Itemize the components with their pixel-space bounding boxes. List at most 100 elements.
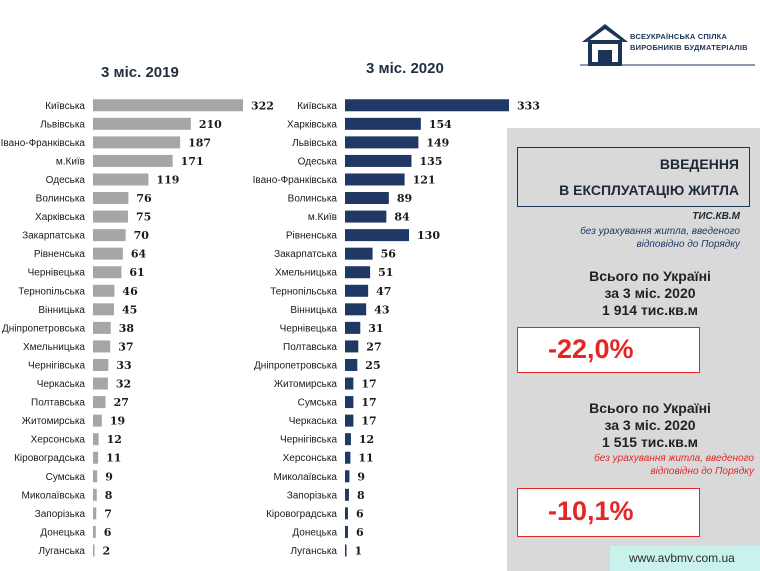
category-label-2019: Миколаївська — [22, 490, 86, 501]
category-label-2019: Тернопільська — [18, 286, 85, 297]
value-label-2020: 47 — [376, 285, 391, 298]
value-label-2020: 17 — [361, 415, 376, 428]
note-1-line1: без урахування житла, введеного — [580, 226, 740, 237]
bar-2020 — [345, 470, 350, 483]
bar-2020 — [345, 507, 348, 520]
bar-2019 — [93, 544, 95, 557]
bar-2019 — [93, 99, 243, 112]
category-label-2020: Київська — [297, 101, 337, 112]
bar-2019 — [93, 192, 129, 205]
bar-2019 — [93, 266, 122, 279]
category-label-2020: Хмельницька — [275, 268, 337, 279]
website-link[interactable]: www.avbmv.com.ua — [610, 546, 760, 571]
bar-2019 — [93, 154, 173, 167]
category-label-2020: Одеська — [298, 156, 338, 167]
category-label-2020: Волинська — [288, 194, 338, 205]
value-label-2019: 2 — [103, 544, 111, 557]
category-label-2020: м.Київ — [308, 212, 337, 223]
bar-2020 — [345, 99, 509, 112]
total-2-line2: за 3 міс. 2020 — [604, 417, 696, 433]
value-label-2019: 27 — [114, 396, 129, 409]
bar-2020 — [345, 377, 354, 390]
total-2-line1: Всього по Україні — [589, 400, 711, 416]
value-label-2019: 322 — [251, 99, 274, 112]
bar-2020 — [345, 154, 412, 167]
title-box: ВВЕДЕННЯ В ЕКСПЛУАТАЦІЮ ЖИТЛА — [517, 147, 750, 207]
value-label-2019: 70 — [134, 229, 150, 242]
category-label-2019: Закарпатська — [22, 231, 85, 242]
bar-2020 — [345, 210, 387, 223]
change-value-1: -22,0% — [548, 334, 634, 364]
category-label-2020: Донецька — [292, 527, 337, 538]
bar-2020 — [345, 433, 351, 446]
category-label-2020: Миколаївська — [274, 472, 338, 483]
bar-2019 — [93, 210, 128, 223]
value-label-2019: 61 — [129, 266, 144, 279]
bar-2019 — [93, 396, 106, 409]
value-label-2019: 33 — [116, 359, 131, 372]
change-box-2: -10,1% — [517, 488, 700, 537]
category-label-2019: Дніпропетровська — [2, 323, 85, 334]
bar-2020 — [345, 136, 419, 149]
value-label-2019: 9 — [105, 470, 113, 483]
bar-2019 — [93, 488, 97, 501]
bar-2019 — [93, 117, 191, 130]
value-label-2020: 17 — [361, 378, 376, 391]
category-label-2020: Вінницька — [290, 305, 337, 316]
category-label-2019: Львівська — [40, 119, 85, 130]
value-label-2020: 333 — [517, 99, 540, 112]
category-label-2019: Хмельницька — [23, 342, 85, 353]
value-label-2020: 84 — [394, 211, 410, 224]
note-1-line2: відповідно до Порядку — [636, 239, 740, 250]
value-label-2019: 19 — [110, 415, 125, 428]
bar-2020 — [345, 340, 359, 353]
value-label-2019: 210 — [199, 118, 222, 131]
category-label-2020: Кіровоградська — [266, 509, 337, 520]
value-label-2019: 187 — [188, 136, 211, 149]
bar-2020 — [345, 229, 410, 242]
value-label-2020: 27 — [366, 340, 381, 353]
value-label-2020: 1 — [355, 544, 363, 557]
info-title-line2: В ЕКСПЛУАТАЦІЮ ЖИТЛА — [559, 182, 739, 198]
bar-2020 — [345, 321, 361, 334]
bar-2020 — [345, 488, 349, 501]
bar-2020 — [345, 358, 358, 371]
value-label-2020: 11 — [358, 452, 373, 465]
note-2: без урахування житла, введеного відповід… — [594, 452, 754, 478]
value-label-2019: 76 — [136, 192, 152, 205]
category-label-2019: Волинська — [36, 194, 86, 205]
category-label-2019: Київська — [45, 101, 85, 112]
value-label-2020: 31 — [368, 322, 383, 335]
logo-house-icon — [580, 24, 755, 66]
category-label-2019: Івано-Франківська — [1, 138, 86, 149]
value-label-2019: 12 — [107, 433, 122, 446]
bar-2019 — [93, 470, 98, 483]
category-label-2019: Чернігівська — [28, 360, 85, 371]
category-label-2019: Рівненська — [34, 249, 86, 260]
category-label-2019: Запорізька — [35, 509, 86, 520]
category-label-2019: Житомирська — [22, 416, 86, 427]
bar-2019 — [93, 414, 102, 427]
bar-2019 — [93, 229, 126, 242]
value-label-2019: 6 — [104, 526, 112, 539]
bar-2019 — [93, 321, 111, 334]
value-label-2019: 171 — [181, 155, 204, 168]
category-label-2019: Полтавська — [31, 398, 85, 409]
bar-2020 — [345, 247, 373, 260]
category-label-2019: Чернівецька — [28, 268, 86, 279]
bar-2019 — [93, 358, 109, 371]
category-label-2019: Херсонська — [31, 435, 86, 446]
value-label-2020: 56 — [381, 248, 397, 261]
value-label-2019: 37 — [118, 340, 133, 353]
change-box-1: -22,0% — [517, 327, 700, 373]
unit-label: тис.кв.м — [692, 211, 740, 222]
value-label-2020: 12 — [359, 433, 374, 446]
category-label-2020: Чернівецька — [280, 323, 338, 334]
bar-2019 — [93, 377, 108, 390]
bar-2019 — [93, 340, 111, 353]
total-1-line1: Всього по Україні — [589, 268, 711, 284]
website-url[interactable]: www.avbmv.com.ua — [629, 551, 735, 565]
value-label-2020: 8 — [357, 489, 365, 502]
bar-2020 — [345, 451, 351, 464]
